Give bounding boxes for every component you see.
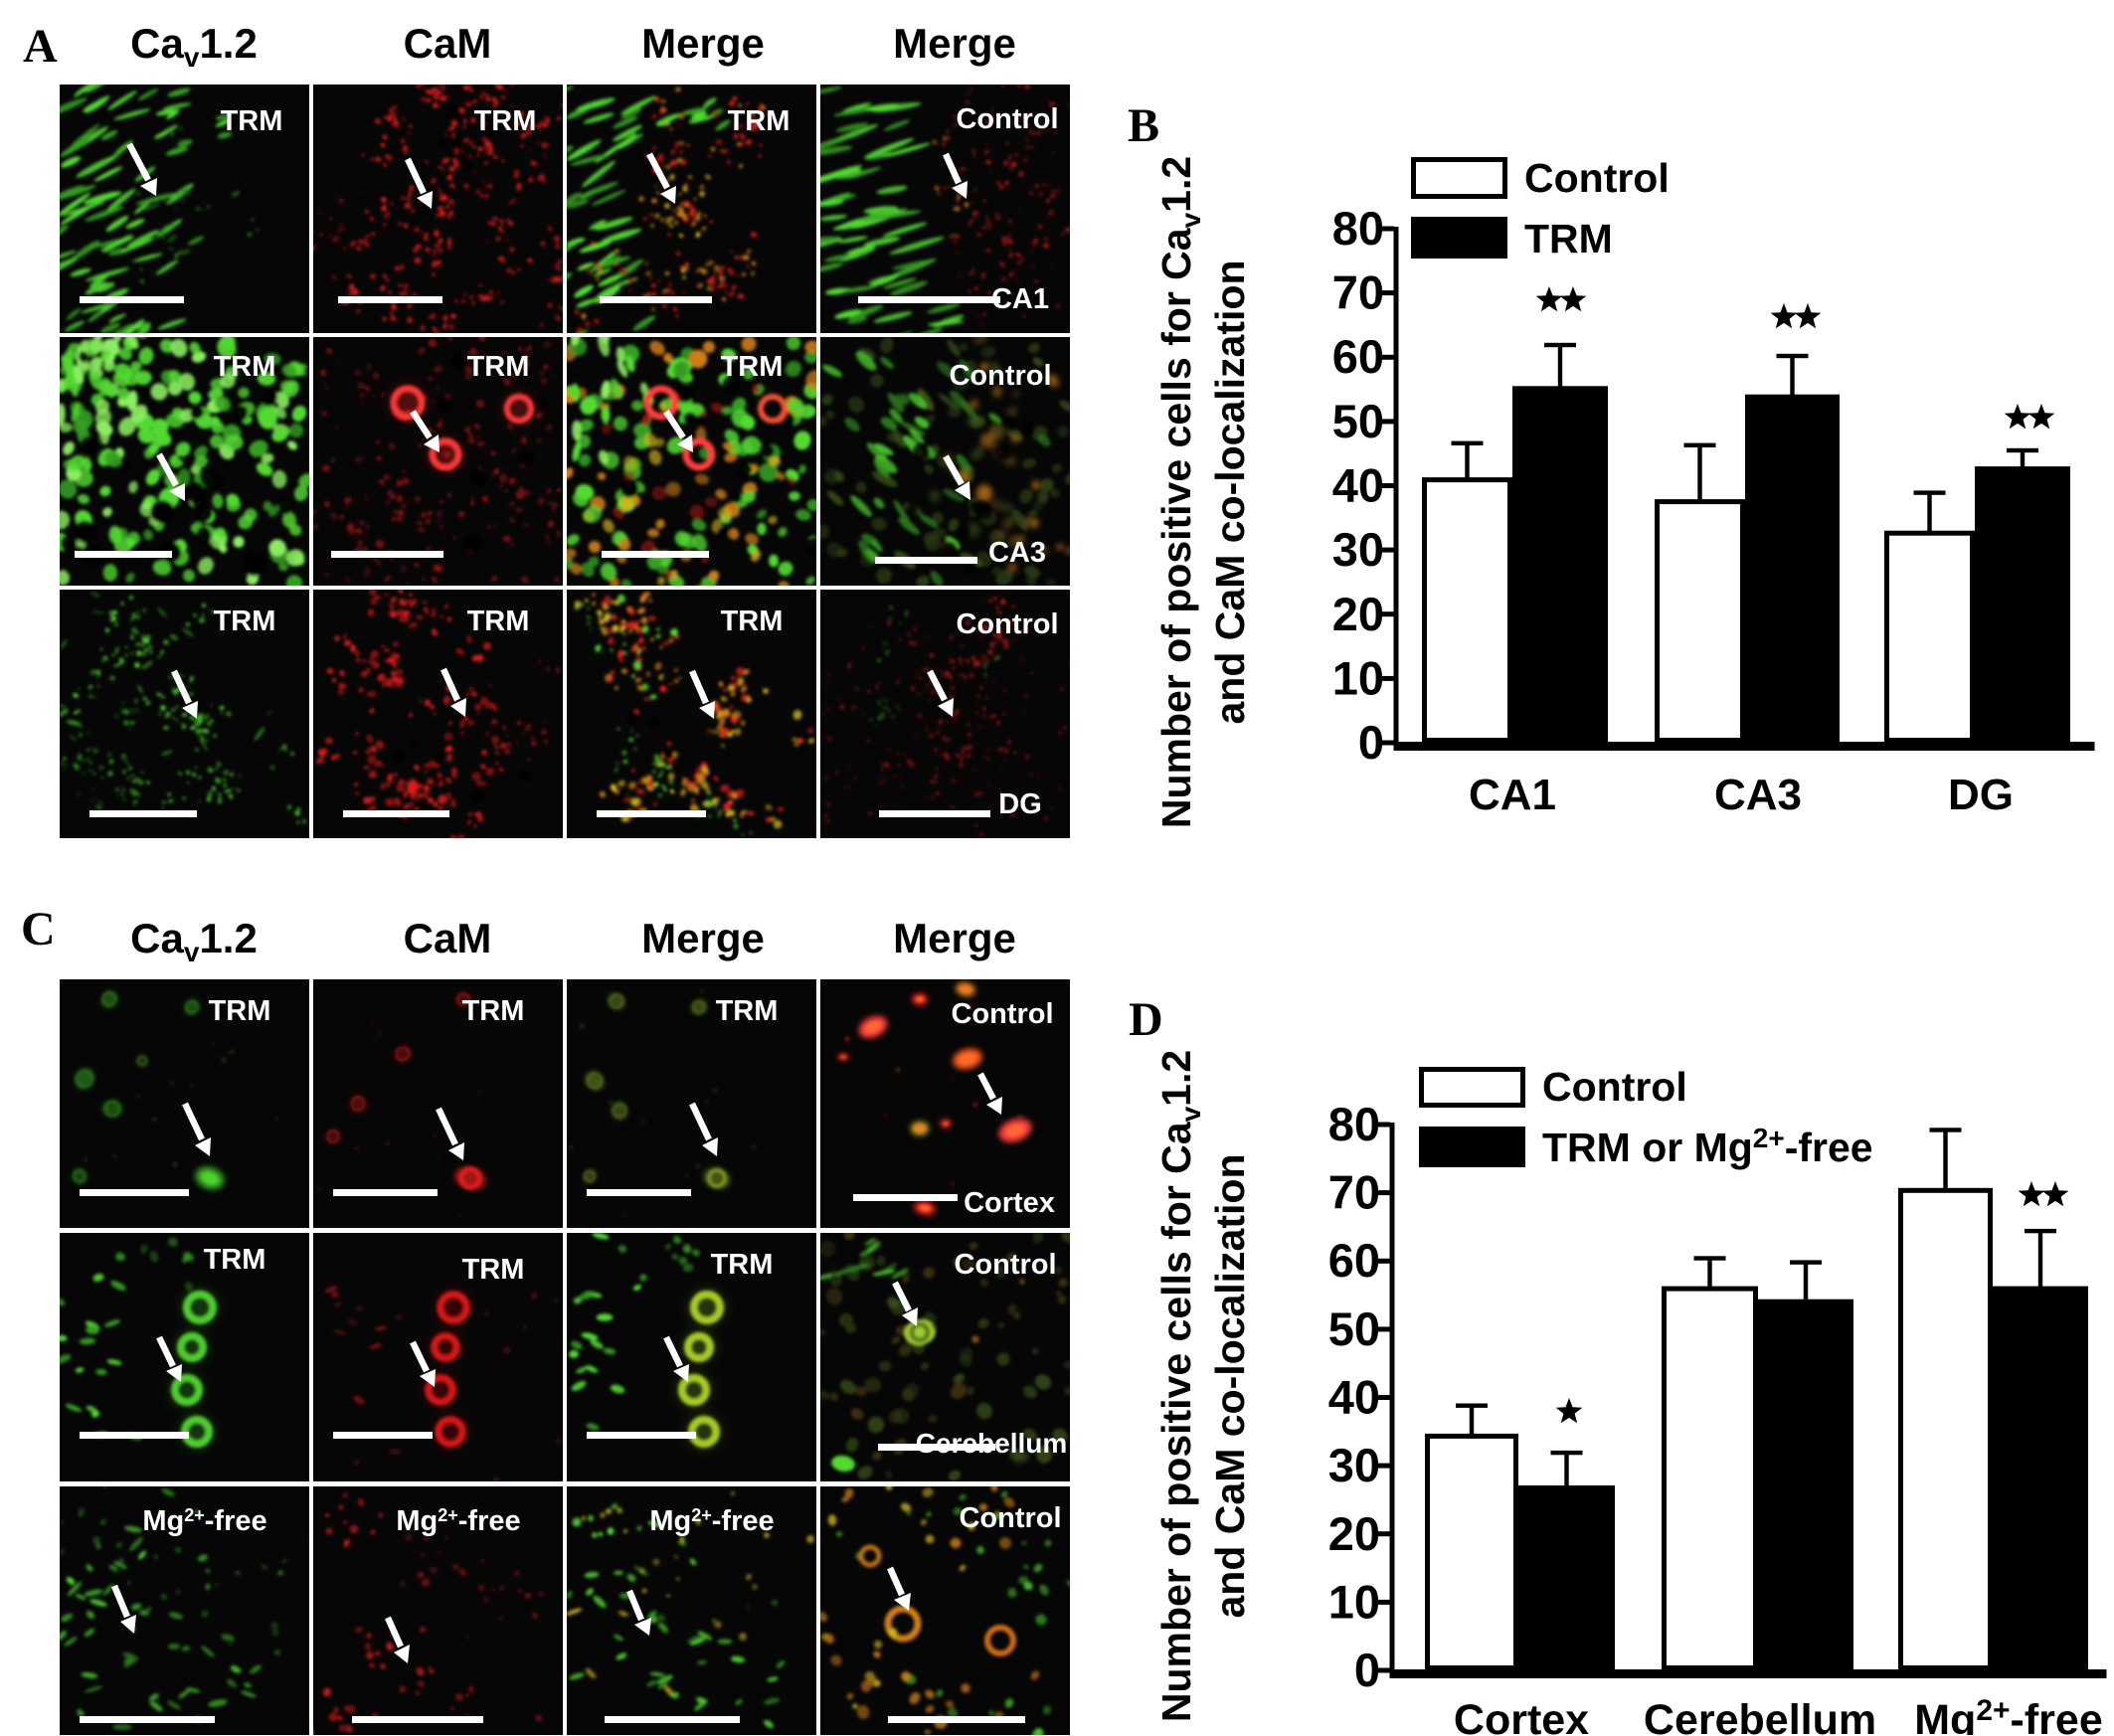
svg-text:TRM: TRM <box>221 105 283 137</box>
svg-text:and CaM co-localization: and CaM co-localization <box>1207 1154 1253 1619</box>
svg-text:Control: Control <box>951 998 1053 1030</box>
svg-text:TRM: TRM <box>209 995 271 1027</box>
svg-text:Control: Control <box>954 1249 1056 1281</box>
svg-text:DG: DG <box>998 788 1042 820</box>
svg-text:40: 40 <box>1332 459 1384 512</box>
svg-text:20: 20 <box>1328 1507 1380 1560</box>
svg-text:TRM: TRM <box>462 1254 525 1286</box>
svg-text:0: 0 <box>1354 1644 1380 1696</box>
svg-text:50: 50 <box>1332 395 1384 447</box>
svg-text:and CaM co-localization: and CaM co-localization <box>1207 260 1253 725</box>
svg-text:70: 70 <box>1332 266 1384 319</box>
svg-text:TRM: TRM <box>728 105 791 137</box>
svg-text:Control: Control <box>956 103 1058 135</box>
svg-text:TRM or Mg2+-free: TRM or Mg2+-free <box>1542 1123 1873 1170</box>
svg-text:30: 30 <box>1328 1439 1380 1491</box>
svg-text:TRM: TRM <box>716 995 779 1027</box>
svg-text:Control: Control <box>959 1502 1061 1534</box>
svg-text:TRM: TRM <box>462 995 525 1027</box>
svg-text:50: 50 <box>1328 1302 1380 1355</box>
svg-text:CA3: CA3 <box>1714 771 1802 819</box>
svg-text:Mg2+-free: Mg2+-free <box>396 1505 520 1537</box>
svg-text:TRM: TRM <box>467 351 530 383</box>
svg-text:CA1: CA1 <box>991 283 1049 315</box>
svg-text:0: 0 <box>1358 716 1384 769</box>
svg-text:Cortex: Cortex <box>964 1187 1055 1219</box>
svg-text:Mg2+-free: Mg2+-free <box>649 1505 774 1537</box>
svg-text:80: 80 <box>1332 202 1384 255</box>
svg-text:70: 70 <box>1328 1166 1380 1219</box>
svg-text:TRM: TRM <box>721 351 784 383</box>
svg-text:Cerebellum: Cerebellum <box>916 1428 1068 1459</box>
svg-text:Control: Control <box>949 360 1051 392</box>
svg-text:Mg2+-free: Mg2+-free <box>1914 1694 2103 1735</box>
svg-text:Mg2+-free: Mg2+-free <box>142 1505 266 1537</box>
svg-text:TRM: TRM <box>474 105 537 137</box>
svg-text:Number of positive cells for C: Number of positive cells for Cav1.2 <box>1153 156 1206 828</box>
svg-text:30: 30 <box>1332 523 1384 576</box>
svg-text:TRM: TRM <box>204 1244 266 1276</box>
svg-text:TRM: TRM <box>214 606 276 637</box>
svg-text:40: 40 <box>1328 1371 1380 1424</box>
svg-text:CA3: CA3 <box>988 537 1046 569</box>
svg-text:60: 60 <box>1328 1234 1380 1287</box>
svg-text:TRM: TRM <box>467 606 530 637</box>
svg-text:TRM: TRM <box>721 606 784 637</box>
svg-text:CA1: CA1 <box>1469 771 1556 819</box>
svg-text:TRM: TRM <box>214 351 276 383</box>
svg-text:TRM: TRM <box>1524 216 1613 261</box>
svg-text:80: 80 <box>1328 1098 1380 1150</box>
svg-text:Cerebellum: Cerebellum <box>1644 1696 1876 1735</box>
svg-text:Control: Control <box>956 608 1058 640</box>
svg-text:TRM: TRM <box>711 1249 774 1281</box>
svg-text:10: 10 <box>1332 651 1384 704</box>
svg-text:Cortex: Cortex <box>1454 1696 1589 1735</box>
svg-text:Control: Control <box>1542 1064 1687 1110</box>
svg-text:10: 10 <box>1328 1575 1380 1628</box>
svg-text:60: 60 <box>1332 330 1384 383</box>
svg-text:Number of positive cells for C: Number of positive cells for Cav1.2 <box>1153 1050 1206 1722</box>
svg-text:20: 20 <box>1332 588 1384 640</box>
svg-text:Control: Control <box>1524 155 1670 201</box>
svg-text:DG: DG <box>1948 771 2014 819</box>
